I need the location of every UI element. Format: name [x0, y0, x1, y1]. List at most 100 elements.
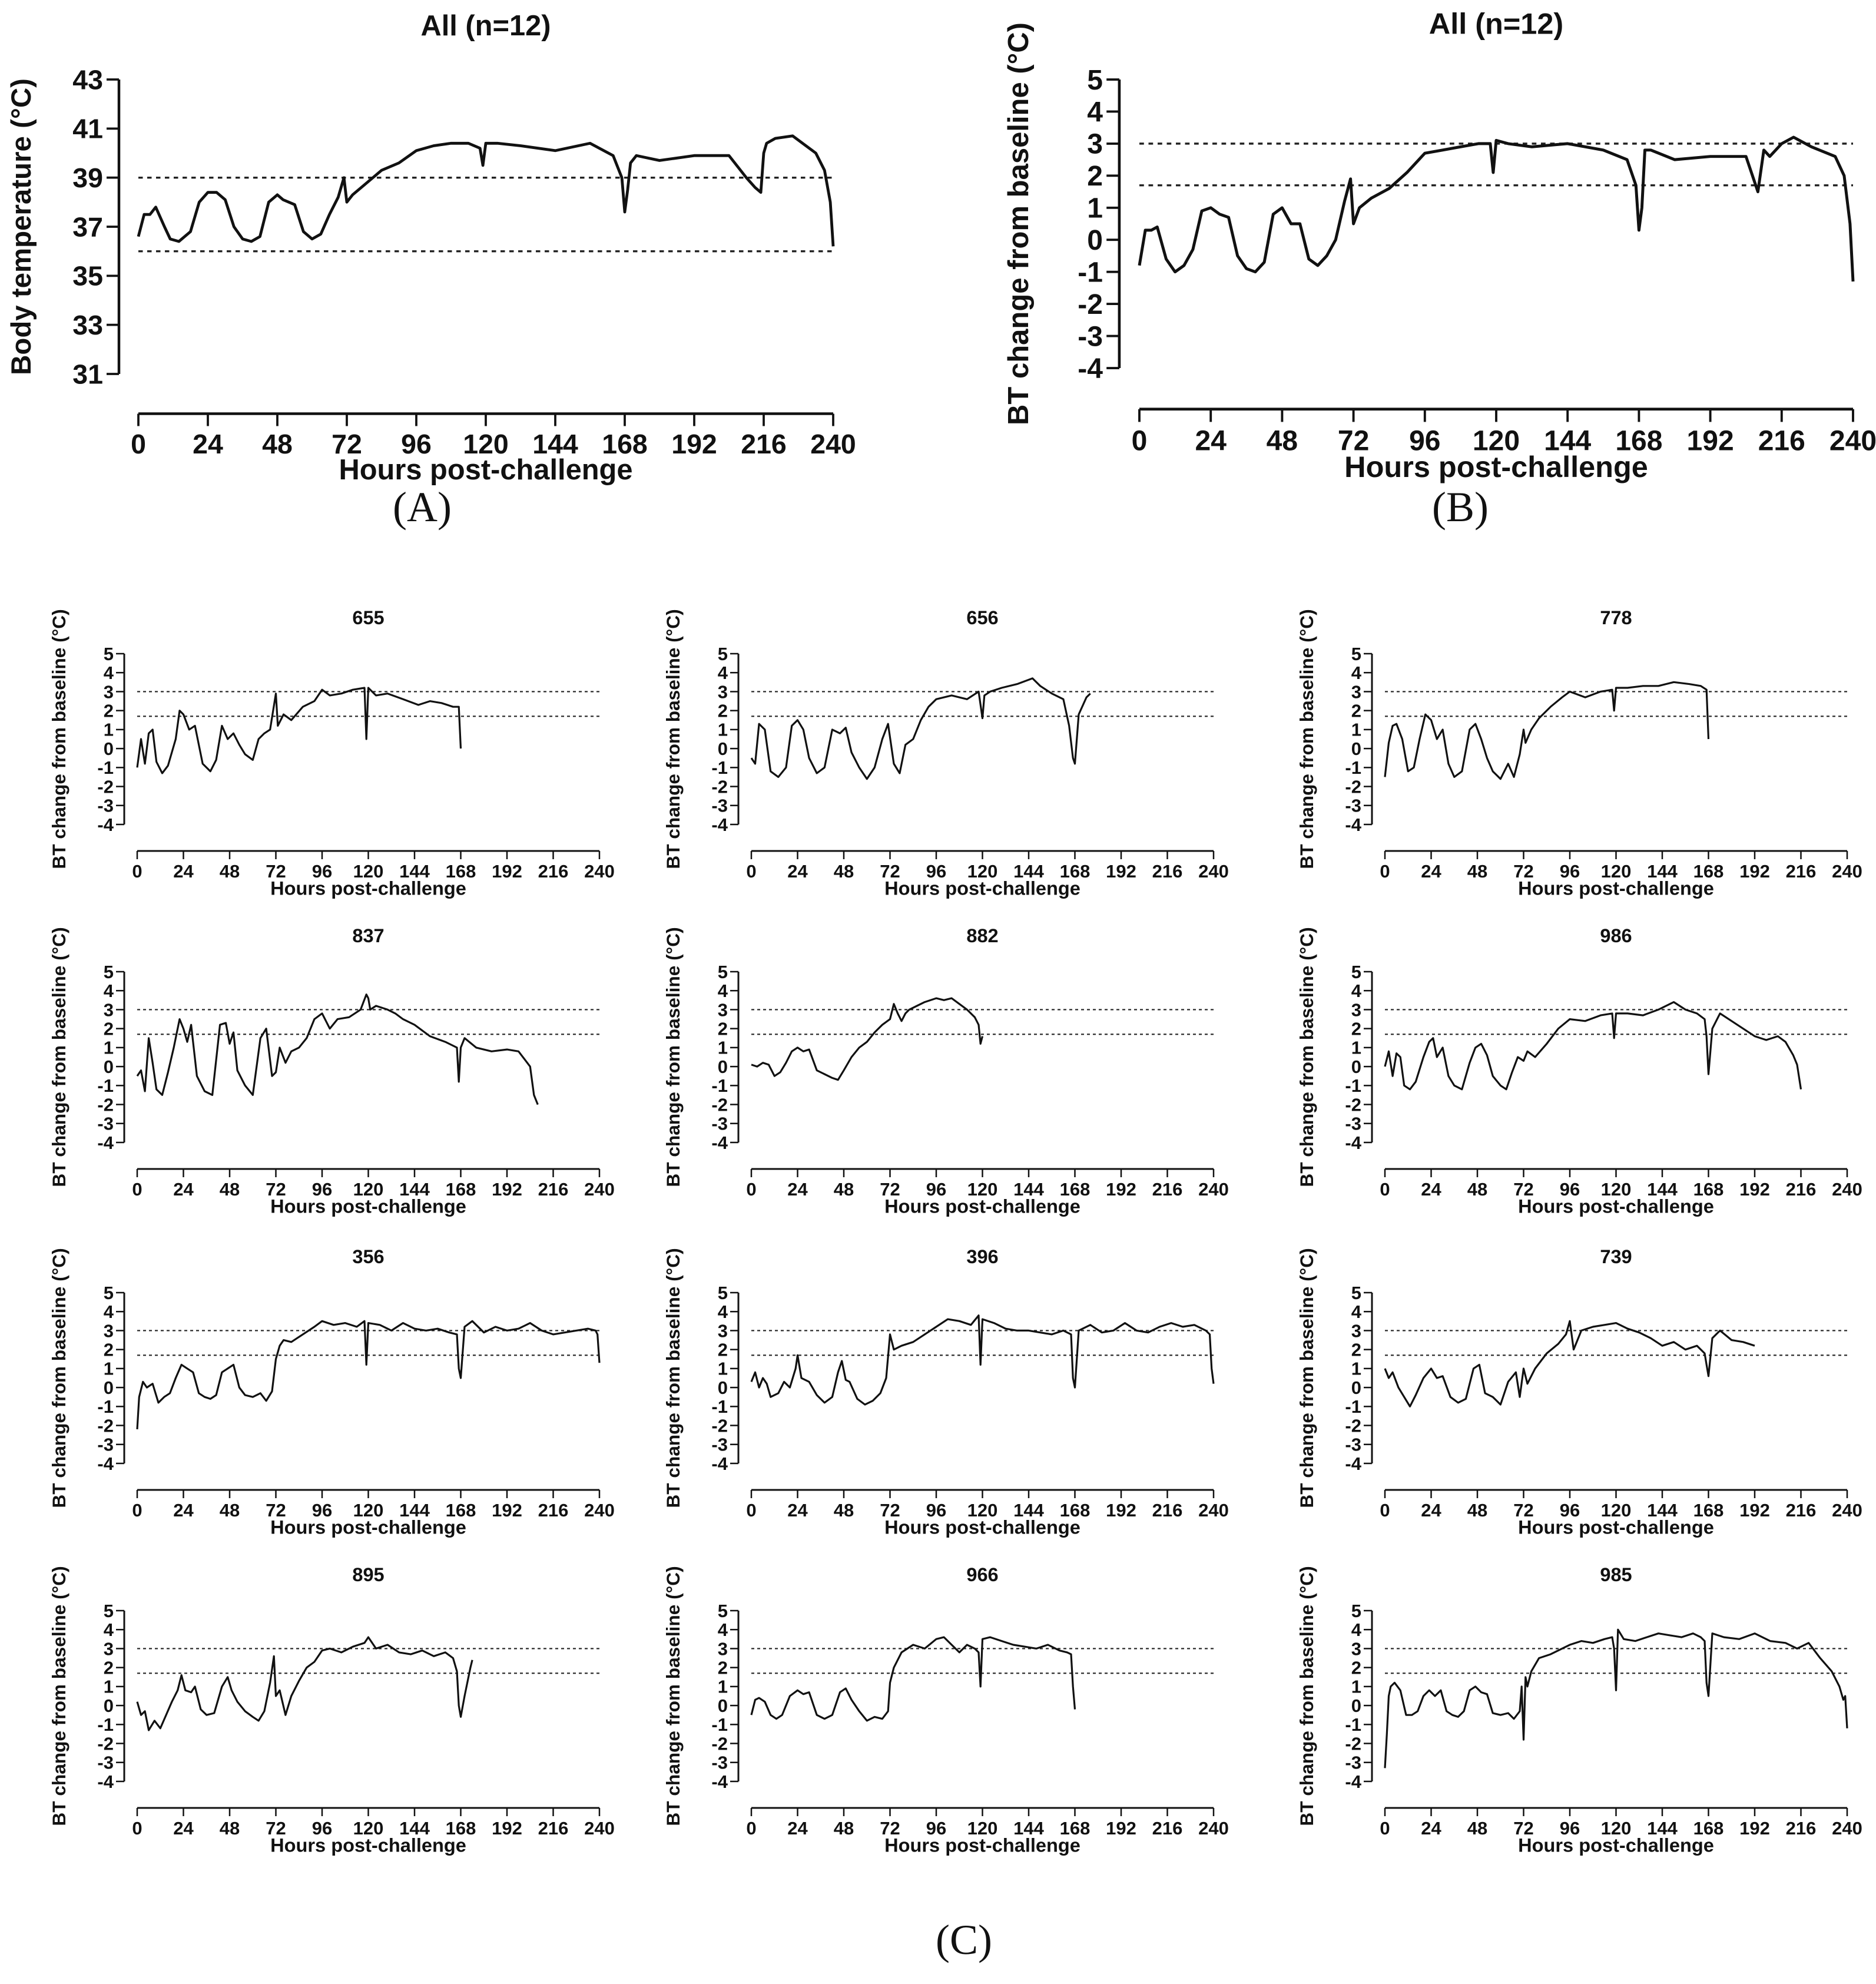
x-tick-label: 168	[1615, 426, 1662, 457]
x-tick-label: 144	[399, 861, 430, 882]
y-tick-label: -3	[711, 1114, 728, 1134]
x-tick-label: 0	[132, 861, 142, 882]
x-axis-label: Hours post-challenge	[339, 454, 632, 486]
x-axis-label: Hours post-challenge	[1518, 877, 1714, 899]
y-tick-label: -2	[1078, 289, 1103, 320]
x-tick-label: 240	[1832, 1500, 1862, 1521]
x-tick-label: 24	[173, 1179, 194, 1200]
y-tick-label: -2	[97, 1094, 114, 1115]
y-tick-label: 4	[718, 1619, 728, 1640]
y-tick-label: 5	[104, 1283, 114, 1303]
temperature-series-line	[137, 134, 835, 247]
x-tick-label: 240	[1832, 1818, 1862, 1839]
y-tick-label: -4	[97, 1453, 114, 1474]
x-axis-label: Hours post-challenge	[270, 1834, 466, 1856]
y-tick-label: -1	[1345, 1075, 1361, 1096]
x-tick-label: 0	[132, 1179, 142, 1200]
y-tick-label: 33	[72, 310, 103, 340]
y-tick-label: -4	[711, 1132, 728, 1153]
y-tick-label: 2	[718, 1658, 728, 1678]
x-tick-label: 120	[1473, 426, 1520, 457]
x-tick-label: 216	[741, 429, 787, 459]
chart-title: 655	[352, 607, 384, 628]
y-tick-label: 4	[718, 981, 728, 1001]
x-tick-label: 192	[1739, 1500, 1770, 1521]
x-tick-label: 168	[1693, 1179, 1724, 1200]
x-tick-label: 216	[1786, 1818, 1817, 1839]
y-tick-label: 2	[1351, 1340, 1361, 1360]
y-tick-label: 5	[718, 1601, 728, 1621]
x-tick-label: 0	[132, 1500, 142, 1521]
y-tick-label: 4	[1087, 97, 1103, 128]
x-tick-label: 48	[834, 1179, 854, 1200]
temperature-series-line	[1384, 681, 1710, 780]
x-axis-label: Hours post-challenge	[884, 1195, 1080, 1217]
y-tick-label: 0	[1351, 1056, 1361, 1077]
y-tick-label: 1	[104, 1038, 114, 1058]
x-tick-label: 240	[810, 429, 856, 459]
y-tick-label: -1	[97, 1714, 114, 1735]
y-tick-label: -1	[1345, 757, 1361, 778]
y-tick-label: 5	[1351, 962, 1361, 982]
x-tick-label: 192	[492, 1500, 522, 1521]
x-tick-label: 0	[1380, 1818, 1390, 1839]
y-tick-label: 0	[1351, 738, 1361, 759]
x-tick-label: 168	[1060, 1818, 1091, 1839]
x-tick-label: 0	[1380, 1500, 1390, 1521]
temperature-series-line	[136, 993, 539, 1105]
x-axis-label: Hours post-challenge	[270, 1516, 466, 1538]
y-axis-label: BT change from baseline (°C)	[1296, 927, 1317, 1187]
y-tick-label: -4	[97, 1132, 114, 1153]
y-tick-label: 1	[104, 1359, 114, 1379]
x-tick-label: 72	[880, 1818, 900, 1839]
y-tick-label: 5	[1351, 1283, 1361, 1303]
x-tick-label: 120	[967, 1500, 998, 1521]
x-tick-label: 72	[1513, 1818, 1533, 1839]
x-tick-label: 0	[131, 429, 146, 459]
y-tick-label: -3	[711, 1753, 728, 1773]
y-tick-label: 3	[1351, 999, 1361, 1020]
temperature-series-line	[750, 1636, 1076, 1722]
x-tick-label: 144	[1647, 1500, 1678, 1521]
y-tick-label: 2	[104, 701, 114, 721]
x-axis-label: Hours post-challenge	[1518, 1195, 1714, 1217]
x-tick-label: 240	[1198, 861, 1229, 882]
y-tick-label: -4	[1345, 1771, 1361, 1792]
x-tick-label: 24	[787, 1500, 808, 1521]
temperature-series-line	[1384, 1001, 1802, 1091]
x-tick-label: 48	[1467, 1179, 1487, 1200]
x-axis-label: Hours post-challenge	[1518, 1834, 1714, 1856]
x-tick-label: 96	[926, 861, 946, 882]
x-tick-label: 24	[787, 1179, 808, 1200]
x-tick-label: 240	[584, 1179, 615, 1200]
x-tick-label: 192	[1739, 861, 1770, 882]
x-tick-label: 240	[584, 1818, 615, 1839]
x-tick-label: 144	[1013, 1500, 1044, 1521]
x-tick-label: 0	[746, 1818, 756, 1839]
y-tick-label: -2	[1345, 776, 1361, 797]
y-tick-label: 3	[104, 999, 114, 1020]
y-tick-label: 37	[72, 211, 103, 242]
x-tick-label: 144	[532, 429, 578, 459]
y-tick-label: -2	[711, 1733, 728, 1754]
chart-title: 739	[1600, 1246, 1632, 1267]
x-tick-label: 96	[926, 1500, 946, 1521]
x-tick-label: 96	[312, 1179, 332, 1200]
y-tick-label: 5	[1087, 65, 1103, 96]
y-tick-label: 0	[1351, 1377, 1361, 1398]
y-axis-label: BT change from baseline (°C)	[662, 609, 684, 869]
x-tick-label: 72	[1513, 1500, 1533, 1521]
x-tick-label: 192	[671, 429, 717, 459]
temperature-series-line	[136, 1320, 601, 1430]
x-tick-label: 216	[538, 1818, 569, 1839]
y-tick-label: -3	[1078, 321, 1103, 352]
y-tick-label: 5	[718, 644, 728, 664]
x-tick-label: 24	[173, 861, 194, 882]
x-tick-label: 72	[880, 861, 900, 882]
x-tick-label: 24	[1195, 426, 1227, 457]
